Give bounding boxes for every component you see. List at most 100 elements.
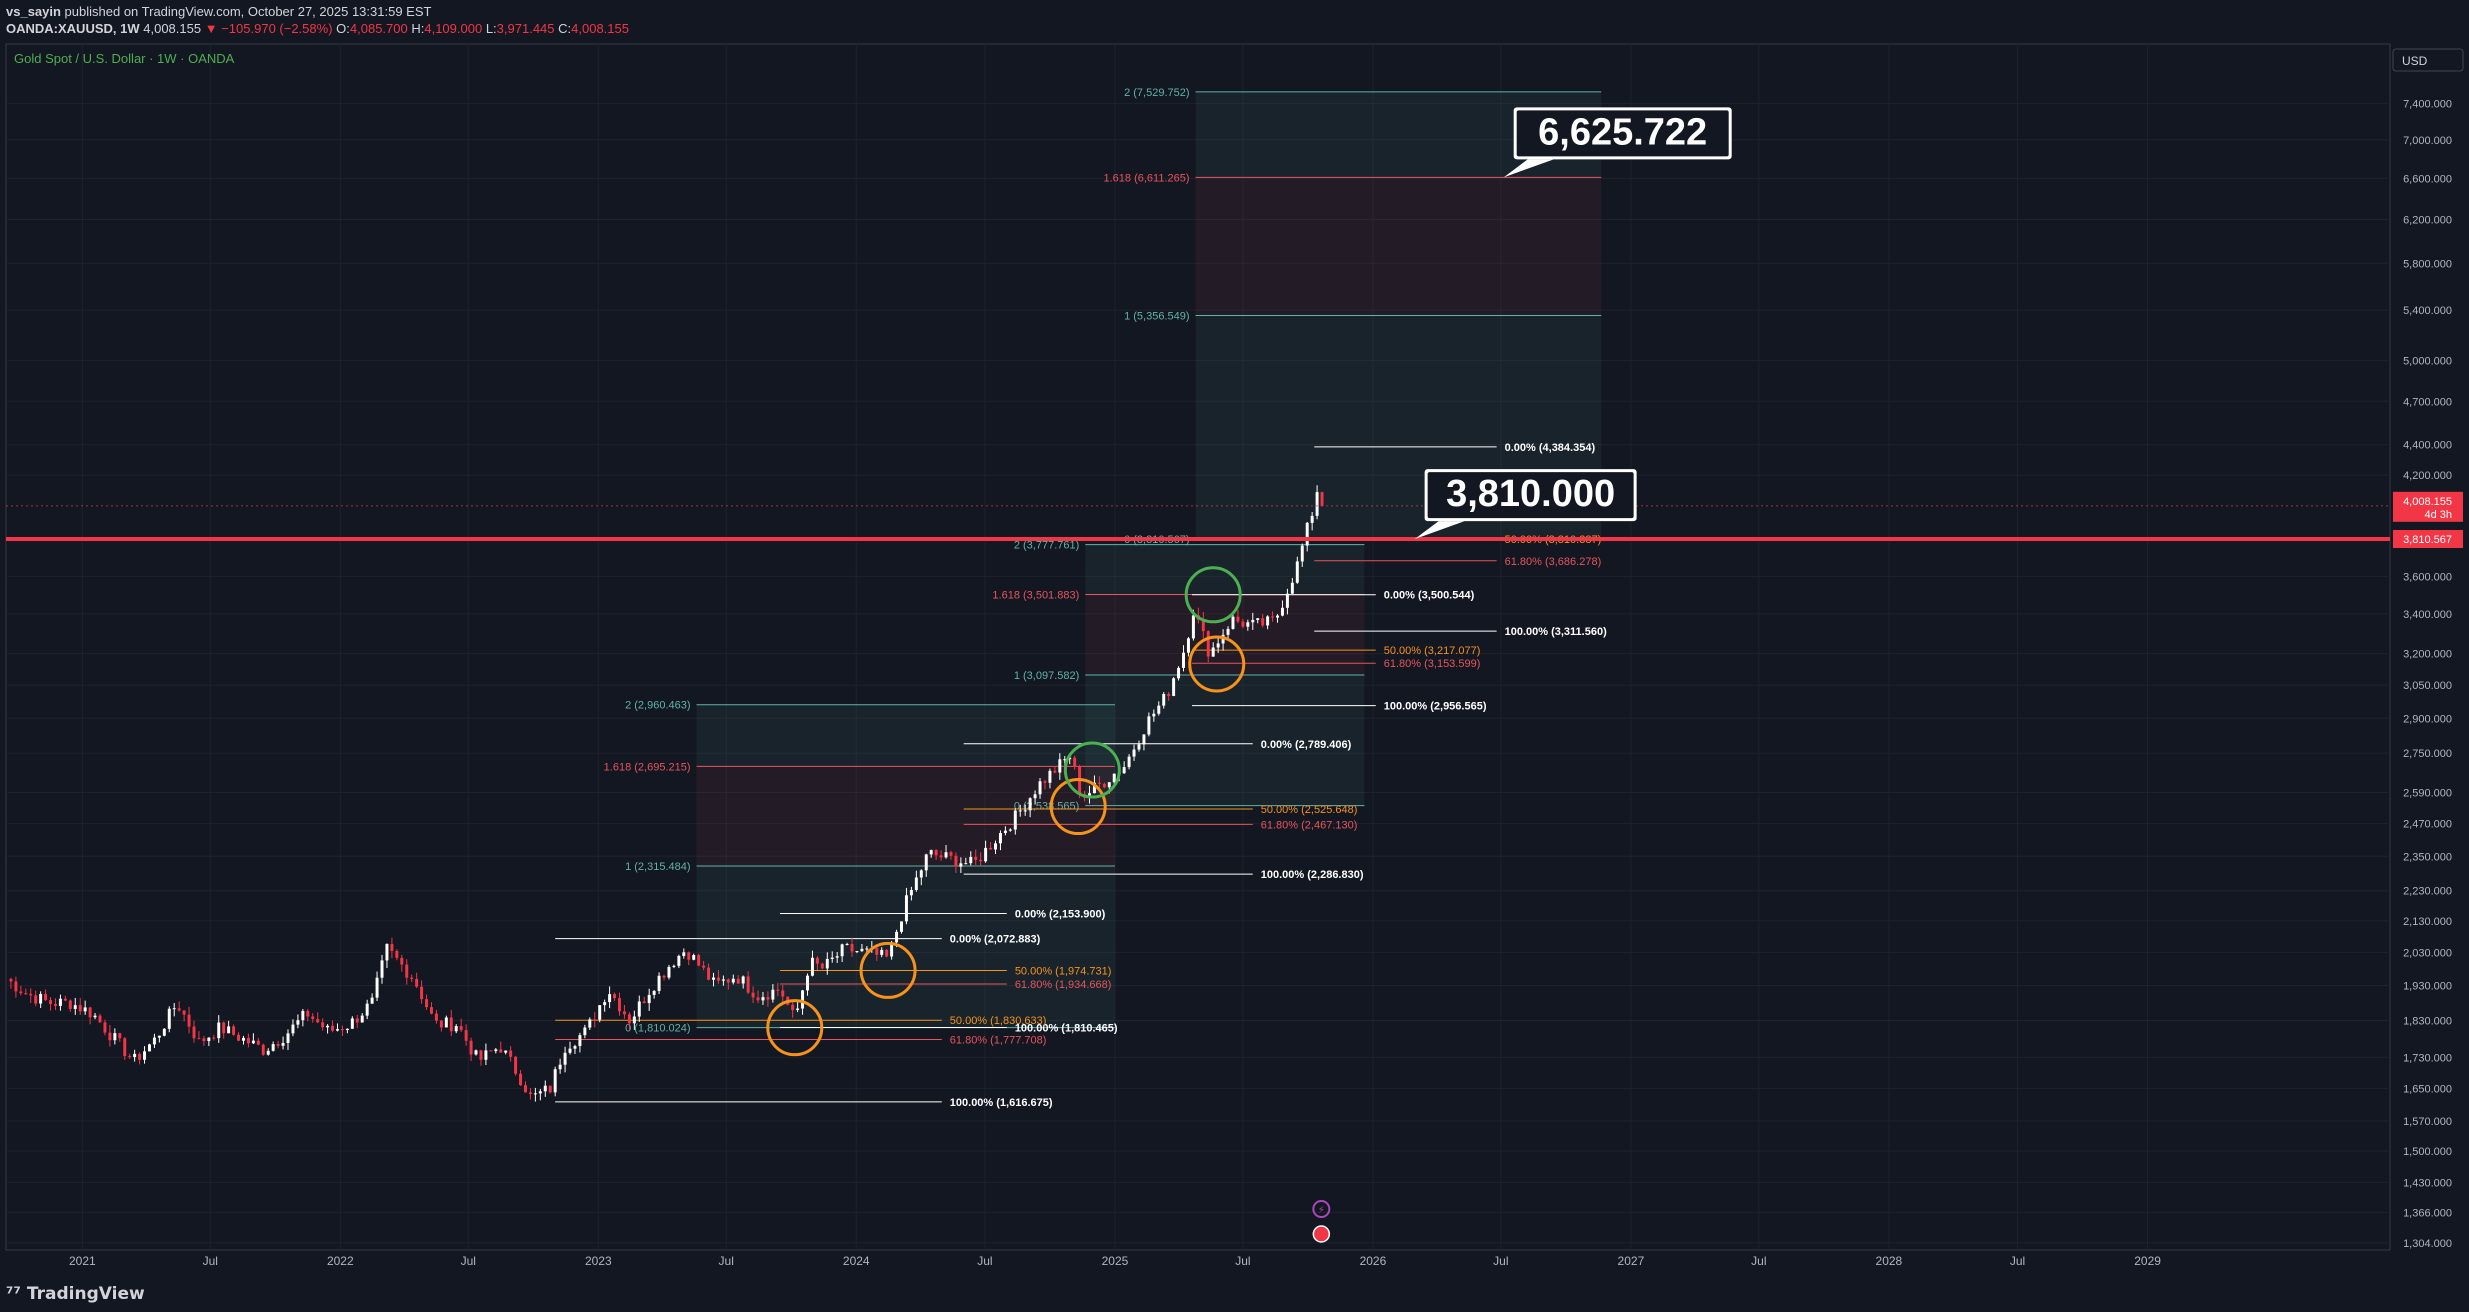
callout-inner	[1427, 472, 1634, 519]
candle-body	[519, 1073, 523, 1086]
candle-body	[1102, 783, 1106, 788]
candle-body	[667, 966, 671, 978]
candle-body	[360, 1015, 364, 1023]
y-tick-label: 3,400.000	[2403, 609, 2452, 621]
candle-body	[385, 943, 389, 961]
candle-body	[528, 1092, 532, 1095]
candle-body	[1003, 830, 1007, 834]
candle-body	[73, 1005, 77, 1009]
fib-retracement-label: 0.00% (2,072.883)	[950, 934, 1041, 946]
candle-body	[1167, 694, 1171, 696]
y-tick-label: 2,130.000	[2403, 916, 2452, 928]
candle-body	[598, 1005, 602, 1020]
candle-body	[692, 955, 696, 960]
overlay-layer: 6,625.722 3,810.000 ⚡	[6, 107, 2390, 1243]
candle-body	[657, 975, 661, 991]
currency-label[interactable]: USD	[2402, 54, 2428, 68]
currency-button[interactable]: USD	[2392, 48, 2464, 72]
fib-retracement-label: 100.00% (1,616.675)	[950, 1097, 1053, 1109]
x-tick-label: Jul	[1751, 1254, 1766, 1268]
candle-body	[672, 965, 676, 967]
y-tick-label: 1,650.000	[2403, 1083, 2452, 1095]
callout-pointer	[1503, 159, 1554, 178]
price-change: −105.970 (−2.58%)	[221, 21, 333, 36]
candle-body	[276, 1044, 280, 1046]
candle-body	[1231, 616, 1235, 629]
candle-body	[1216, 643, 1220, 648]
candle-body	[904, 895, 908, 922]
candle-body	[187, 1014, 191, 1027]
candle-body	[439, 1020, 443, 1028]
candle-body	[919, 870, 923, 878]
candle-body	[1236, 616, 1240, 622]
candle-body	[1137, 744, 1141, 750]
candle-body	[14, 981, 18, 992]
countdown-text: 4d 3h	[2424, 509, 2452, 521]
candle-body	[766, 997, 770, 1000]
candle-body	[405, 964, 409, 978]
candle-body	[311, 1016, 315, 1019]
candle-body	[1320, 492, 1324, 506]
candle-body	[49, 1000, 53, 1005]
candle-body	[78, 1005, 82, 1012]
candle-body	[286, 1033, 290, 1044]
candle-body	[860, 948, 864, 952]
candle-body	[622, 1011, 626, 1015]
candle-body	[316, 1018, 320, 1023]
fib-retracement-label: 100.00% (2,286.830)	[1261, 869, 1364, 881]
candle-body	[1305, 522, 1309, 546]
candle-body	[1097, 782, 1101, 784]
low-label: L:	[485, 21, 497, 36]
symbol-name[interactable]: OANDA:XAUUSD, 1W	[6, 21, 140, 36]
candle-body	[420, 986, 424, 1000]
candle-body	[222, 1022, 226, 1034]
candle-body	[1068, 757, 1072, 760]
candle-body	[202, 1038, 206, 1042]
price-chart[interactable]: 2 (7,529.752) 1.618 (6,611.265) 1 (5,356.5…	[0, 0, 2469, 1272]
candle-body	[1157, 705, 1161, 714]
candle-body	[1290, 582, 1294, 594]
candle-body	[430, 1007, 433, 1014]
open-value: 4,085.700	[349, 21, 408, 36]
candle-body	[825, 958, 829, 969]
x-tick-label: 2021	[69, 1254, 96, 1268]
candle-body	[123, 1038, 127, 1057]
tradingview-logo[interactable]: ⁷⁷ TradingView	[6, 1284, 145, 1304]
x-tick-label: 2027	[1618, 1254, 1645, 1268]
candle-body	[776, 989, 780, 991]
candle-body	[1310, 515, 1314, 523]
candle-body	[340, 1029, 344, 1031]
candle-body	[509, 1050, 513, 1057]
fib-extension-zone	[696, 866, 1115, 1028]
candle-body	[93, 1015, 97, 1018]
candle-body	[578, 1035, 582, 1047]
candle-body	[677, 955, 681, 966]
candle-body	[712, 977, 715, 980]
fib-extension-label: 2 (3,777.761)	[1014, 540, 1079, 552]
symbol-line: OANDA:XAUUSD, 1W 4,008.155 ▼ −105.970 (−…	[6, 21, 629, 36]
candle-body	[682, 952, 686, 956]
fib-extension-label: 2 (2,960.463)	[625, 700, 690, 712]
plot-area[interactable]	[5, 43, 2391, 1251]
candle-body	[212, 1037, 216, 1039]
x-tick-label: 2026	[1360, 1254, 1387, 1268]
candle-body	[924, 854, 928, 871]
candle-body	[687, 952, 691, 960]
x-tick-label: Jul	[2010, 1254, 2025, 1268]
fib-retracement-label: 61.80% (3,153.599)	[1384, 658, 1481, 670]
candle-body	[885, 949, 889, 957]
level-price-badge	[2393, 530, 2463, 549]
author-name[interactable]: vs_sayin	[6, 4, 61, 19]
candle-body	[1013, 810, 1017, 830]
x-tick-label: Jul	[1493, 1254, 1508, 1268]
y-tick-label: 2,900.000	[2403, 713, 2452, 725]
candle-body	[39, 993, 43, 1004]
candle-body	[1280, 607, 1284, 616]
candle-body	[152, 1037, 156, 1045]
y-tick-label: 1,430.000	[2403, 1177, 2452, 1189]
candle-body	[533, 1093, 537, 1095]
last-price-badge	[2393, 491, 2463, 522]
candle-body	[494, 1049, 498, 1052]
x-tick-label: Jul	[719, 1254, 734, 1268]
chart-title: Gold Spot / U.S. Dollar · 1W · OANDA	[14, 51, 235, 66]
